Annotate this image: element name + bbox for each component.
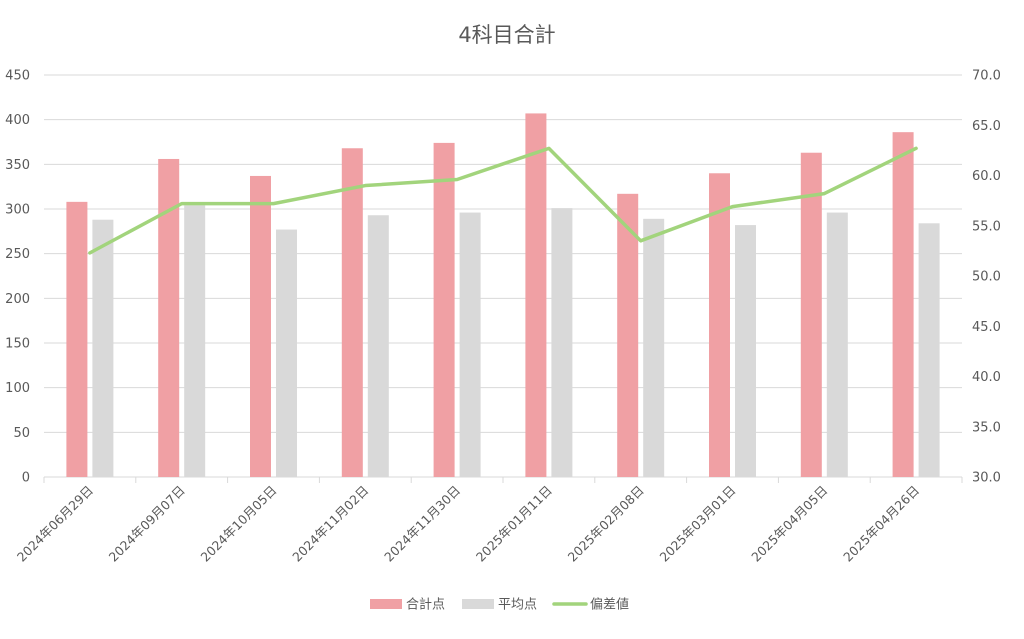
x-tick-label: 2025年02月08日 bbox=[565, 483, 647, 565]
y-right-tick-label: 60.0 bbox=[972, 169, 1001, 184]
y-axis-right: 30.0 35.0 40.0 45.0 50.0 55.0 60.0 65.0 70.0 bbox=[972, 69, 1001, 486]
y-axis-left: 0 50 100 150 200 250 300 350 400 450 bbox=[5, 69, 30, 486]
bar-total bbox=[892, 132, 914, 477]
x-tick-label: 2024年11月30日 bbox=[381, 483, 463, 565]
y-left-tick-label: 250 bbox=[5, 247, 30, 262]
x-tick-label: 2025年04月05日 bbox=[748, 483, 830, 565]
bar-total bbox=[341, 148, 363, 477]
gridlines bbox=[43, 74, 963, 483]
y-left-tick-label: 0 bbox=[22, 471, 30, 486]
line-deviation bbox=[88, 146, 918, 255]
x-axis: 2024年06月29日 2024年09月07日 2024年10月05日 2024年11… bbox=[14, 483, 922, 565]
legend-label: 合計点 bbox=[406, 597, 445, 613]
chart-title: 4科目合計 bbox=[458, 23, 555, 47]
legend-label: 偏差値 bbox=[590, 597, 629, 613]
line-series bbox=[88, 146, 918, 255]
bar-average bbox=[184, 205, 206, 477]
bar-average bbox=[643, 218, 665, 477]
y-right-tick-label: 45.0 bbox=[972, 320, 1001, 335]
y-left-tick-label: 200 bbox=[5, 292, 30, 307]
bar-average bbox=[735, 225, 756, 477]
y-left-tick-label: 100 bbox=[5, 381, 30, 396]
y-right-tick-label: 35.0 bbox=[972, 420, 1001, 435]
bar-total bbox=[800, 152, 822, 477]
y-left-tick-label: 350 bbox=[5, 158, 30, 173]
bar-total bbox=[709, 173, 730, 477]
y-left-tick-label: 400 bbox=[5, 113, 30, 128]
x-tick-label: 2024年06月29日 bbox=[14, 483, 96, 565]
x-tick-label: 2025年03月01日 bbox=[657, 483, 739, 565]
legend-swatch bbox=[370, 599, 402, 609]
legend: 合計点 平均点 偏差値 bbox=[370, 597, 629, 613]
y-left-tick-label: 150 bbox=[5, 337, 30, 352]
y-left-tick-label: 50 bbox=[13, 426, 30, 441]
legend-label: 平均点 bbox=[498, 598, 537, 613]
bar-total bbox=[525, 113, 547, 477]
bar-average bbox=[826, 212, 848, 477]
bar-average bbox=[551, 208, 573, 477]
bar-average bbox=[276, 229, 297, 477]
bars bbox=[66, 113, 940, 478]
legend-swatch bbox=[462, 599, 494, 609]
y-right-tick-label: 40.0 bbox=[972, 370, 1001, 385]
bar-average bbox=[459, 212, 481, 477]
y-right-tick-label: 50.0 bbox=[972, 270, 1001, 285]
y-right-tick-label: 30.0 bbox=[972, 471, 1001, 486]
bar-average bbox=[367, 215, 389, 477]
y-right-tick-label: 70.0 bbox=[972, 69, 1001, 84]
bar-total bbox=[617, 193, 639, 477]
x-tick-label: 2024年11月02日 bbox=[289, 483, 371, 565]
x-tick-label: 2024年09月07日 bbox=[106, 483, 188, 565]
y-right-tick-label: 65.0 bbox=[972, 119, 1001, 134]
x-tick-label: 2025年01月11日 bbox=[473, 483, 555, 565]
x-tick-label: 2024年10月05日 bbox=[198, 483, 280, 565]
bar-total bbox=[433, 142, 455, 478]
y-left-tick-label: 300 bbox=[5, 203, 30, 218]
bar-total bbox=[66, 201, 88, 477]
x-tick-label: 2025年04月26日 bbox=[840, 483, 922, 565]
y-right-tick-label: 55.0 bbox=[972, 219, 1001, 234]
bar-total bbox=[250, 175, 271, 478]
bar-average bbox=[92, 219, 114, 477]
bar-average bbox=[918, 223, 940, 477]
y-left-tick-label: 450 bbox=[5, 69, 30, 84]
bar-total bbox=[158, 158, 180, 477]
